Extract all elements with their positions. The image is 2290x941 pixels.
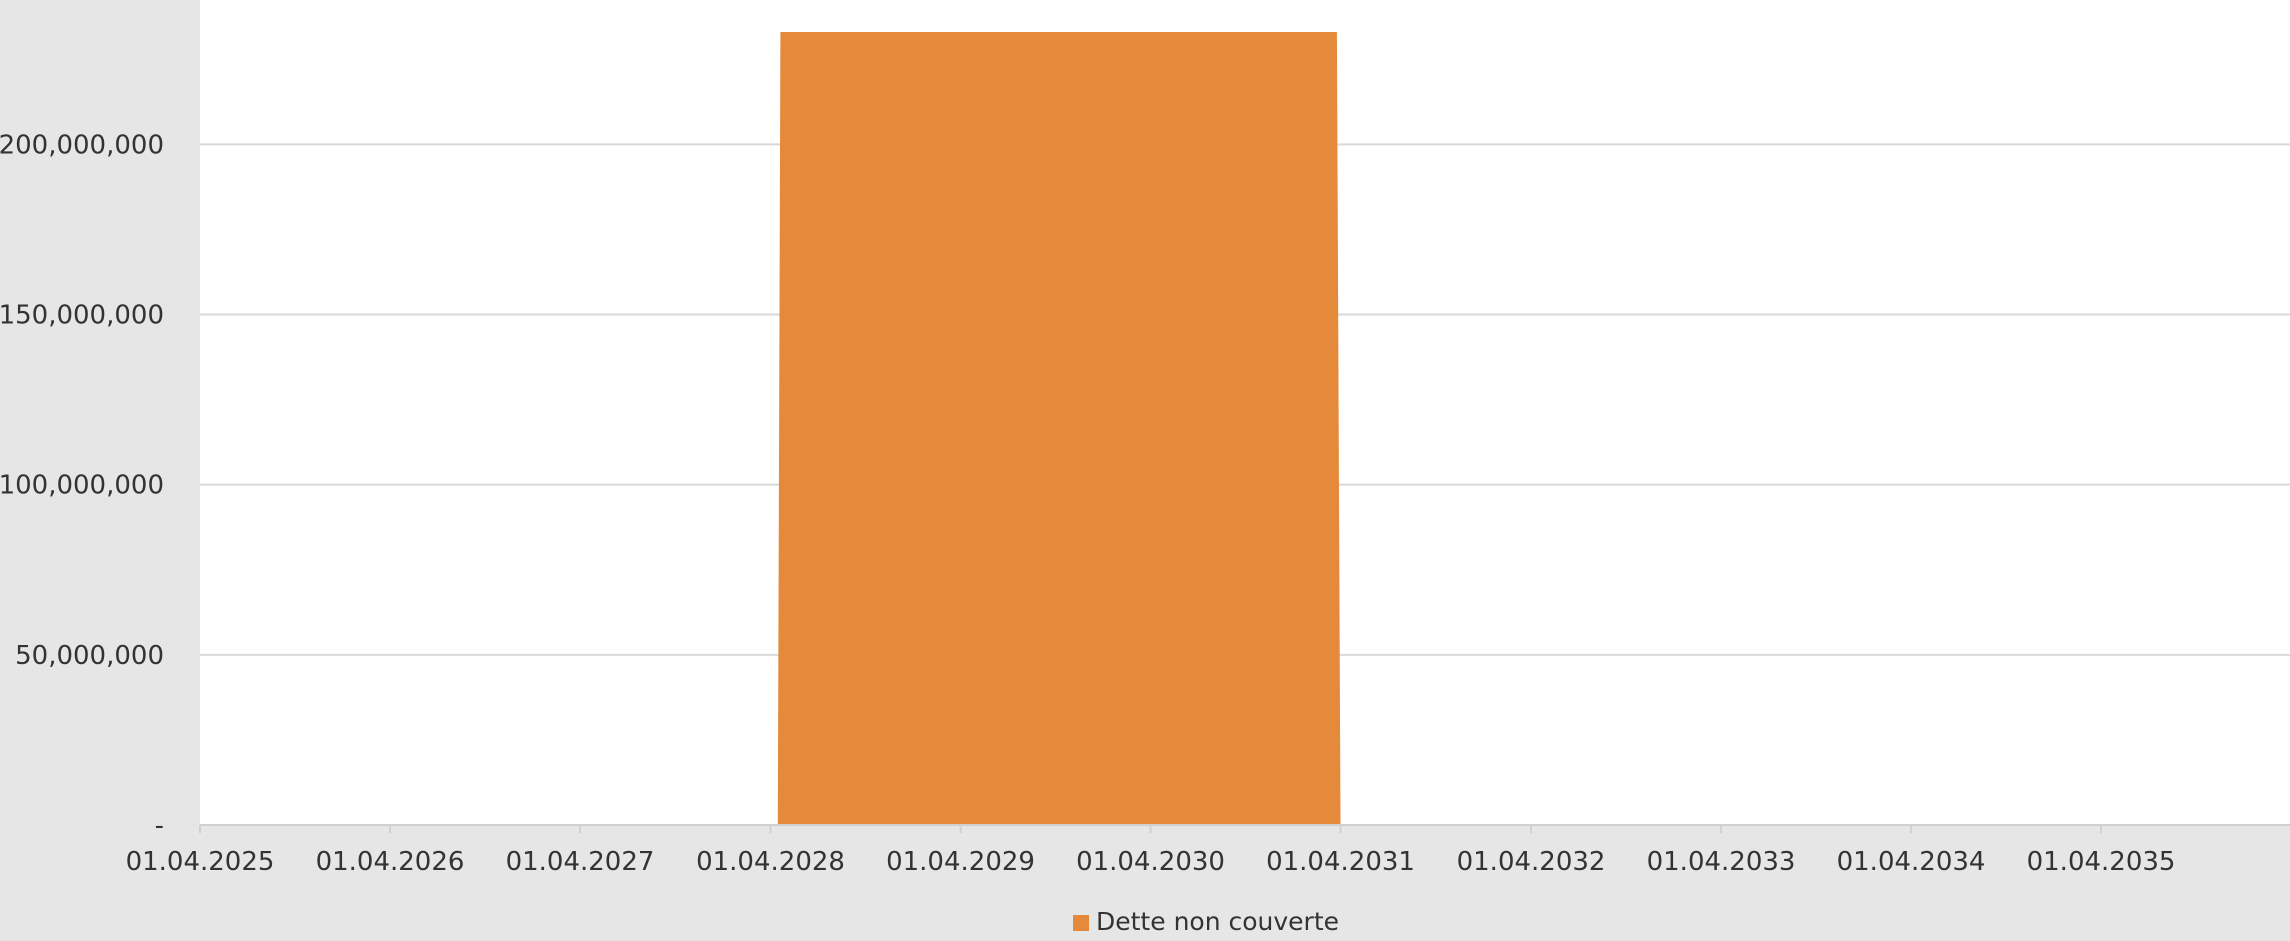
area-series-0: [771, 32, 1341, 825]
x-tick-label-7: 01.04.2032: [1457, 847, 1606, 877]
legend-swatch: [1073, 915, 1089, 931]
legend: Dette non couverte: [1073, 907, 1339, 936]
series-layer: [771, 32, 1341, 825]
y-tick-label-3: 150,000,000: [0, 300, 164, 330]
y-tick-label-1: 50,000,000: [15, 641, 164, 671]
y-tick-label-4: 200,000,000: [0, 130, 164, 160]
y-tick-label-0: -: [155, 811, 164, 841]
y-axis: - 50,000,000 100,000,000 150,000,000 200,000…: [0, 130, 164, 841]
x-tick-label-5: 01.04.2030: [1076, 847, 1225, 877]
x-tick-label-8: 01.04.2033: [1647, 847, 1796, 877]
x-tick-label-0: 01.04.2025: [126, 847, 275, 877]
y-tick-label-2: 100,000,000: [0, 471, 164, 501]
x-axis: 01.04.2025 01.04.2026 01.04.2027 01.04.2028…: [126, 825, 2290, 877]
x-tick-label-2: 01.04.2027: [506, 847, 655, 877]
x-tick-label-1: 01.04.2026: [316, 847, 465, 877]
x-tick-label-3: 01.04.2028: [696, 847, 845, 877]
x-tick-label-4: 01.04.2029: [886, 847, 1035, 877]
x-tick-label-10: 01.04.2035: [2027, 847, 2176, 877]
x-tick-label-9: 01.04.2034: [1837, 847, 1986, 877]
legend-label-dette-non-couverte: Dette non couverte: [1096, 907, 1339, 936]
x-tick-label-6: 01.04.2031: [1266, 847, 1415, 877]
